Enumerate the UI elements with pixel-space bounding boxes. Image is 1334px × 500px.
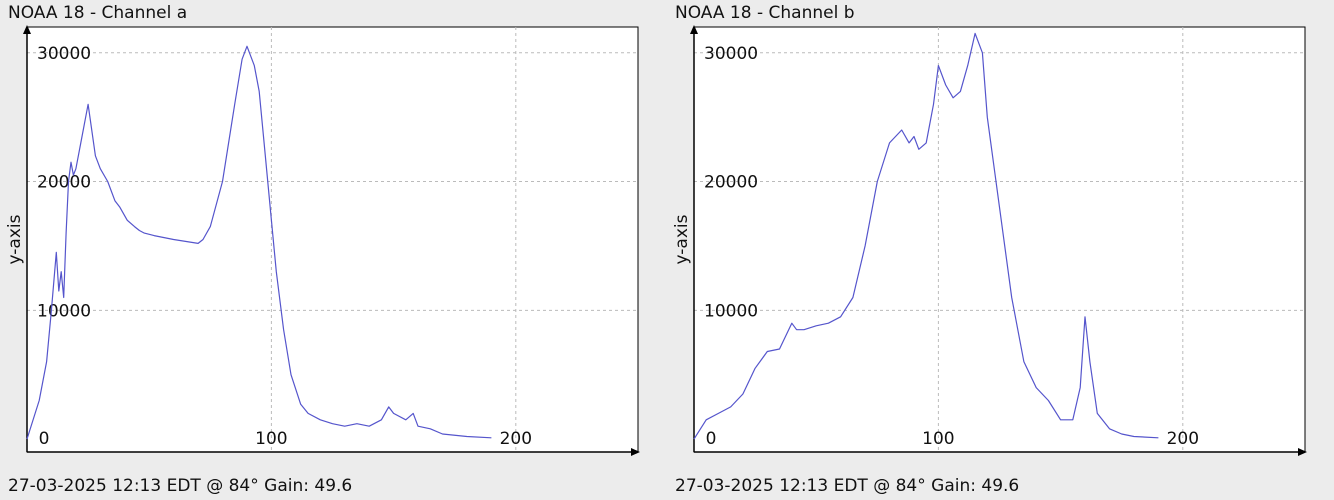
plot-area (26, 26, 639, 453)
y-axis-label: y-axis (5, 214, 25, 264)
y-axis-label: y-axis (672, 214, 692, 264)
series-line (26, 45, 492, 440)
y-tick-label: 20000 (37, 173, 91, 193)
x-tick-label: 200 (500, 429, 532, 449)
x-axis-arrow-icon (1298, 448, 1307, 456)
y-tick-label: 10000 (37, 301, 91, 321)
plot-area (693, 26, 1306, 453)
panel-footer-status: 27-03-2025 12:13 EDT @ 84° Gain: 49.6 (675, 476, 1020, 496)
channel-b-chart: 0 100 200 10000 20000 30000 y-axis (672, 25, 1307, 456)
channel-b-panel: NOAA 18 - Channel b 0 100 200 10000 20000 300… (667, 0, 1327, 500)
x-tick-label: 100 (922, 429, 954, 449)
x-axis-arrow-icon (631, 448, 640, 456)
y-tick-label: 30000 (704, 44, 758, 64)
panel-title: NOAA 18 - Channel b (675, 3, 855, 23)
channel-a-chart: 0 100 200 10000 20000 30000 y-axis (5, 25, 640, 456)
x-tick-label: 0 (706, 429, 717, 449)
panel-title: NOAA 18 - Channel a (8, 3, 188, 23)
x-tick-label: 200 (1167, 429, 1199, 449)
y-tick-label: 30000 (37, 44, 91, 64)
x-tick-label: 0 (39, 429, 50, 449)
panel-footer-status: 27-03-2025 12:13 EDT @ 84° Gain: 49.6 (8, 476, 353, 496)
y-axis-arrow-icon (690, 25, 698, 34)
y-axis-arrow-icon (23, 25, 31, 34)
y-tick-label: 20000 (704, 173, 758, 193)
series-line (693, 32, 1159, 440)
channel-a-panel: NOAA 18 - Channel a 0 100 200 10000 20000 300… (0, 0, 660, 500)
y-tick-label: 10000 (704, 301, 758, 321)
x-tick-label: 100 (255, 429, 287, 449)
